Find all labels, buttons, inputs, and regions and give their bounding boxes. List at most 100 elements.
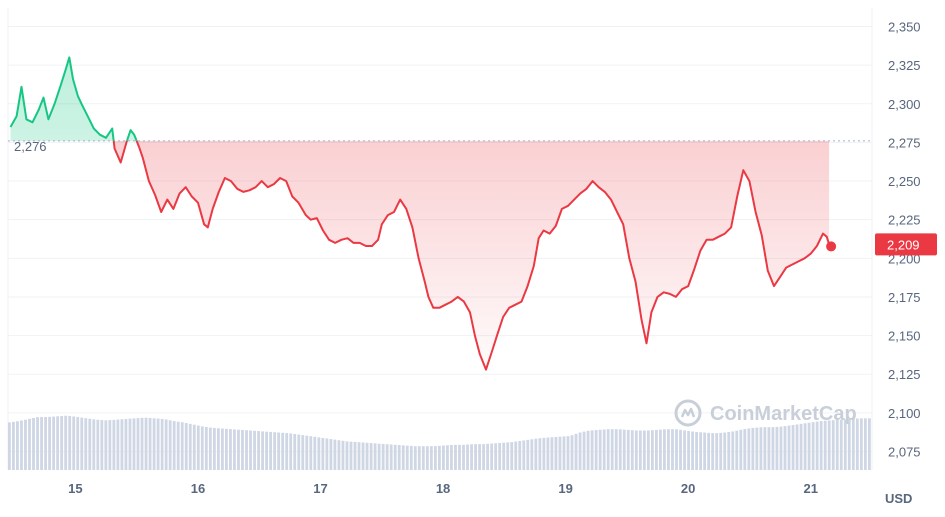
volume-bar: [112, 419, 116, 470]
volume-bar: [269, 431, 273, 470]
volume-bar: [554, 436, 558, 470]
volume-bar: [663, 429, 666, 470]
volume-bar: [164, 419, 168, 470]
volume-bar: [385, 444, 389, 470]
current-price-text: 2,209: [887, 237, 920, 252]
volume-bar: [542, 437, 546, 470]
volume-bar: [522, 440, 526, 470]
volume-bar: [309, 436, 313, 470]
volume-bar: [249, 430, 252, 470]
volume-bar: [474, 444, 477, 470]
volume-bar: [739, 429, 743, 470]
volume-bar: [815, 421, 819, 470]
volume-bar: [598, 429, 602, 470]
volume-bar: [671, 429, 674, 470]
volume-bar: [703, 432, 707, 470]
volume-bar: [530, 439, 534, 470]
volume-bar: [140, 417, 144, 470]
volume-bar: [695, 431, 698, 470]
volume-bar: [827, 420, 831, 470]
volume-bar: [405, 445, 409, 470]
volume-bar: [180, 422, 184, 470]
volume-bar: [293, 433, 297, 470]
volume-bar: [855, 418, 859, 470]
volume-bar: [863, 418, 867, 470]
y-tick-label: 2,100: [888, 406, 921, 421]
volume-bar: [229, 429, 232, 470]
volume-bar: [12, 421, 15, 470]
volume-bar: [675, 429, 678, 470]
volume-bar: [208, 427, 212, 470]
volume-bar: [88, 418, 92, 470]
current-price-badge: 2,209: [875, 233, 937, 256]
current-price-badge-bg: [875, 233, 937, 256]
volume-bar: [514, 441, 518, 470]
x-tick-label: 21: [803, 481, 817, 496]
volume-bar: [819, 421, 823, 470]
x-tick-label: 20: [681, 481, 695, 496]
volume-bar: [462, 444, 465, 470]
volume-bar: [538, 438, 542, 470]
volume-bar: [72, 416, 76, 470]
volume-bar: [389, 444, 393, 470]
volume-bar: [610, 429, 614, 470]
volume-bar: [642, 430, 646, 470]
volume-bars: [8, 415, 871, 470]
volume-bar: [634, 430, 638, 470]
volume-bar: [116, 419, 120, 470]
volume-bar: [317, 437, 321, 470]
volume-bar: [622, 429, 626, 470]
volume-bar: [365, 442, 369, 470]
volume-bar: [618, 429, 622, 470]
volume-bar: [204, 426, 208, 470]
volume-bar: [128, 418, 132, 470]
volume-bar: [417, 446, 421, 470]
volume-bar: [16, 421, 19, 470]
volume-bar: [192, 424, 196, 470]
volume-bar: [36, 417, 39, 470]
volume-bar: [245, 430, 248, 470]
y-tick-label: 2,225: [888, 213, 921, 228]
volume-bar: [498, 442, 502, 470]
volume-bar: [257, 431, 260, 470]
volume-bar: [273, 432, 277, 470]
volume-bar: [220, 428, 224, 470]
volume-bar: [807, 422, 811, 470]
volume-bar: [261, 431, 264, 470]
volume-bar: [237, 429, 240, 470]
y-tick-label: 2,175: [888, 290, 921, 305]
volume-bar: [64, 415, 68, 470]
y-tick-label: 2,125: [888, 367, 921, 382]
volume-bar: [486, 443, 490, 470]
volume-bar: [44, 416, 47, 470]
y-tick-label: 2,325: [888, 58, 921, 73]
volume-bar: [458, 444, 461, 470]
volume-bar: [847, 419, 851, 470]
volume-bar: [586, 430, 590, 470]
volume-bar: [779, 426, 783, 470]
volume-bar: [755, 427, 759, 470]
current-price-dot[interactable]: [826, 241, 837, 252]
volume-bar: [570, 435, 574, 470]
volume-bar: [735, 430, 739, 470]
volume-bar: [156, 418, 160, 470]
volume-bar: [650, 430, 654, 470]
y-tick-label: 2,275: [888, 135, 921, 150]
volume-bar: [518, 441, 522, 470]
volume-bar: [783, 426, 787, 470]
volume-bar: [285, 433, 289, 470]
volume-bar: [60, 416, 64, 470]
volume-bar: [791, 424, 795, 470]
volume-bar: [100, 420, 104, 470]
volume-bar: [345, 441, 349, 470]
y-tick-label: 2,250: [888, 174, 921, 189]
volume-bar: [160, 418, 164, 470]
volume-bar: [835, 419, 839, 470]
volume-bar: [727, 431, 731, 470]
volume-bar: [277, 432, 281, 470]
volume-bar: [120, 419, 124, 470]
volume-bar: [8, 422, 11, 470]
volume-bar: [775, 426, 779, 470]
